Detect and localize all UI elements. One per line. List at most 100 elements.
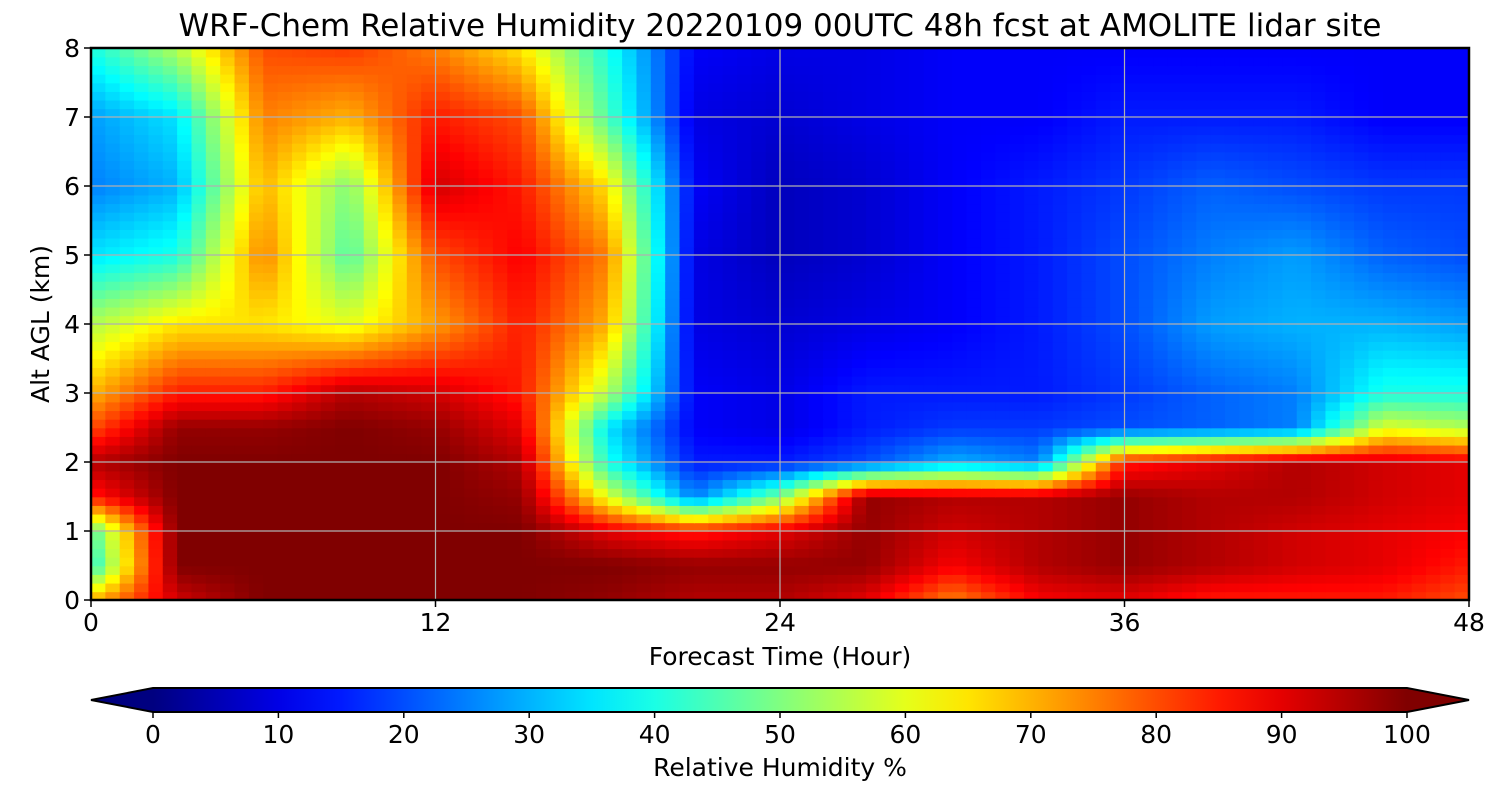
heatmap-cell [1167, 203, 1183, 213]
heatmap-cell [1325, 453, 1341, 463]
heatmap-cell [220, 384, 236, 394]
heatmap-cell [1268, 168, 1284, 179]
heatmap-cell [1181, 246, 1198, 256]
heatmap-cell [550, 574, 566, 584]
heatmap-cell [693, 246, 710, 256]
heatmap-cell [765, 358, 781, 368]
heatmap-cell [435, 418, 451, 429]
heatmap-cell [162, 487, 178, 498]
heatmap-cell [1052, 289, 1068, 299]
heatmap-cell [980, 556, 997, 567]
heatmap-cell [1224, 393, 1241, 403]
heatmap-cell [722, 410, 738, 420]
heatmap-cell [1411, 220, 1427, 230]
heatmap-cell [1095, 367, 1111, 377]
heatmap-cell [823, 246, 839, 256]
heatmap-cell [780, 401, 796, 412]
heatmap-cell [622, 280, 638, 291]
heatmap-cell [91, 591, 107, 600]
heatmap-cell [1153, 487, 1169, 498]
heatmap-cell [1339, 393, 1355, 403]
heatmap-cell [851, 237, 867, 248]
heatmap-cell [134, 194, 150, 205]
heatmap-cell [1124, 324, 1140, 334]
heatmap-cell [1382, 263, 1399, 274]
heatmap-cell [837, 255, 853, 265]
heatmap-cell [622, 349, 638, 360]
heatmap-cell [564, 487, 580, 498]
heatmap-cell [995, 280, 1011, 291]
heatmap-cell [1382, 582, 1399, 593]
heatmap-cell [823, 393, 839, 403]
heatmap-cell [1440, 513, 1456, 524]
heatmap-cell [607, 289, 623, 299]
heatmap-cell [105, 531, 121, 541]
heatmap-cell [550, 375, 566, 386]
heatmap-cell [1382, 160, 1399, 170]
heatmap-cell [105, 306, 121, 317]
heatmap-cell [823, 168, 839, 179]
heatmap-cell [851, 211, 867, 222]
heatmap-cell [478, 177, 494, 187]
heatmap-cell [851, 341, 867, 351]
heatmap-cell [478, 522, 494, 532]
heatmap-cell [880, 237, 896, 248]
heatmap-cell [851, 151, 867, 161]
heatmap-cell [1067, 332, 1083, 343]
heatmap-cell [378, 444, 394, 455]
heatmap-cell [1181, 548, 1198, 558]
heatmap-cell [320, 186, 336, 196]
heatmap-cell [105, 384, 121, 394]
heatmap-cell [148, 160, 164, 170]
heatmap-cell [1296, 401, 1312, 412]
heatmap-cell [1052, 479, 1068, 489]
heatmap-cell [636, 401, 652, 412]
heatmap-cell [1325, 358, 1341, 368]
heatmap-cell [507, 349, 523, 360]
heatmap-cell [105, 462, 121, 472]
heatmap-cell [866, 289, 882, 299]
heatmap-cell [378, 194, 394, 205]
heatmap-cell [220, 582, 236, 593]
heatmap-cell [1210, 324, 1226, 334]
heatmap-cell [1425, 427, 1442, 437]
heatmap-cell [191, 522, 207, 532]
heatmap-cell [650, 203, 666, 213]
heatmap-cell [1009, 531, 1025, 541]
heatmap-cell [1296, 324, 1312, 334]
heatmap-cell [234, 418, 250, 429]
heatmap-cell [335, 393, 351, 403]
heatmap-cell [277, 315, 293, 325]
heatmap-cell [1038, 565, 1054, 575]
heatmap-cell [1095, 151, 1111, 161]
heatmap-cell [378, 375, 394, 386]
heatmap-cell [1024, 341, 1040, 351]
heatmap-cell [995, 229, 1011, 239]
heatmap-cell [1411, 556, 1427, 567]
heatmap-cell [995, 160, 1011, 170]
heatmap-cell [1282, 505, 1298, 515]
heatmap-cell [1268, 280, 1284, 291]
heatmap-cell [220, 487, 236, 498]
heatmap-cell [464, 505, 480, 515]
heatmap-cell [1138, 332, 1154, 343]
heatmap-cell [1052, 444, 1068, 455]
heatmap-cell [1009, 582, 1025, 593]
heatmap-cell [306, 168, 322, 179]
heatmap-cell [579, 220, 595, 230]
heatmap-cell [478, 211, 494, 222]
heatmap-cell [952, 168, 968, 179]
heatmap-cell [421, 160, 437, 170]
heatmap-cell [1081, 401, 1097, 412]
heatmap-cell [1397, 556, 1413, 567]
heatmap-cell [650, 272, 666, 282]
heatmap-cell [1167, 367, 1183, 377]
heatmap-cell [1239, 160, 1255, 170]
heatmap-cell [220, 505, 236, 515]
heatmap-cell [794, 211, 810, 222]
heatmap-cell [550, 410, 566, 420]
heatmap-cell [722, 246, 738, 256]
heatmap-cell [1167, 160, 1183, 170]
heatmap-cell [1325, 263, 1341, 274]
heatmap-cell [894, 410, 910, 420]
